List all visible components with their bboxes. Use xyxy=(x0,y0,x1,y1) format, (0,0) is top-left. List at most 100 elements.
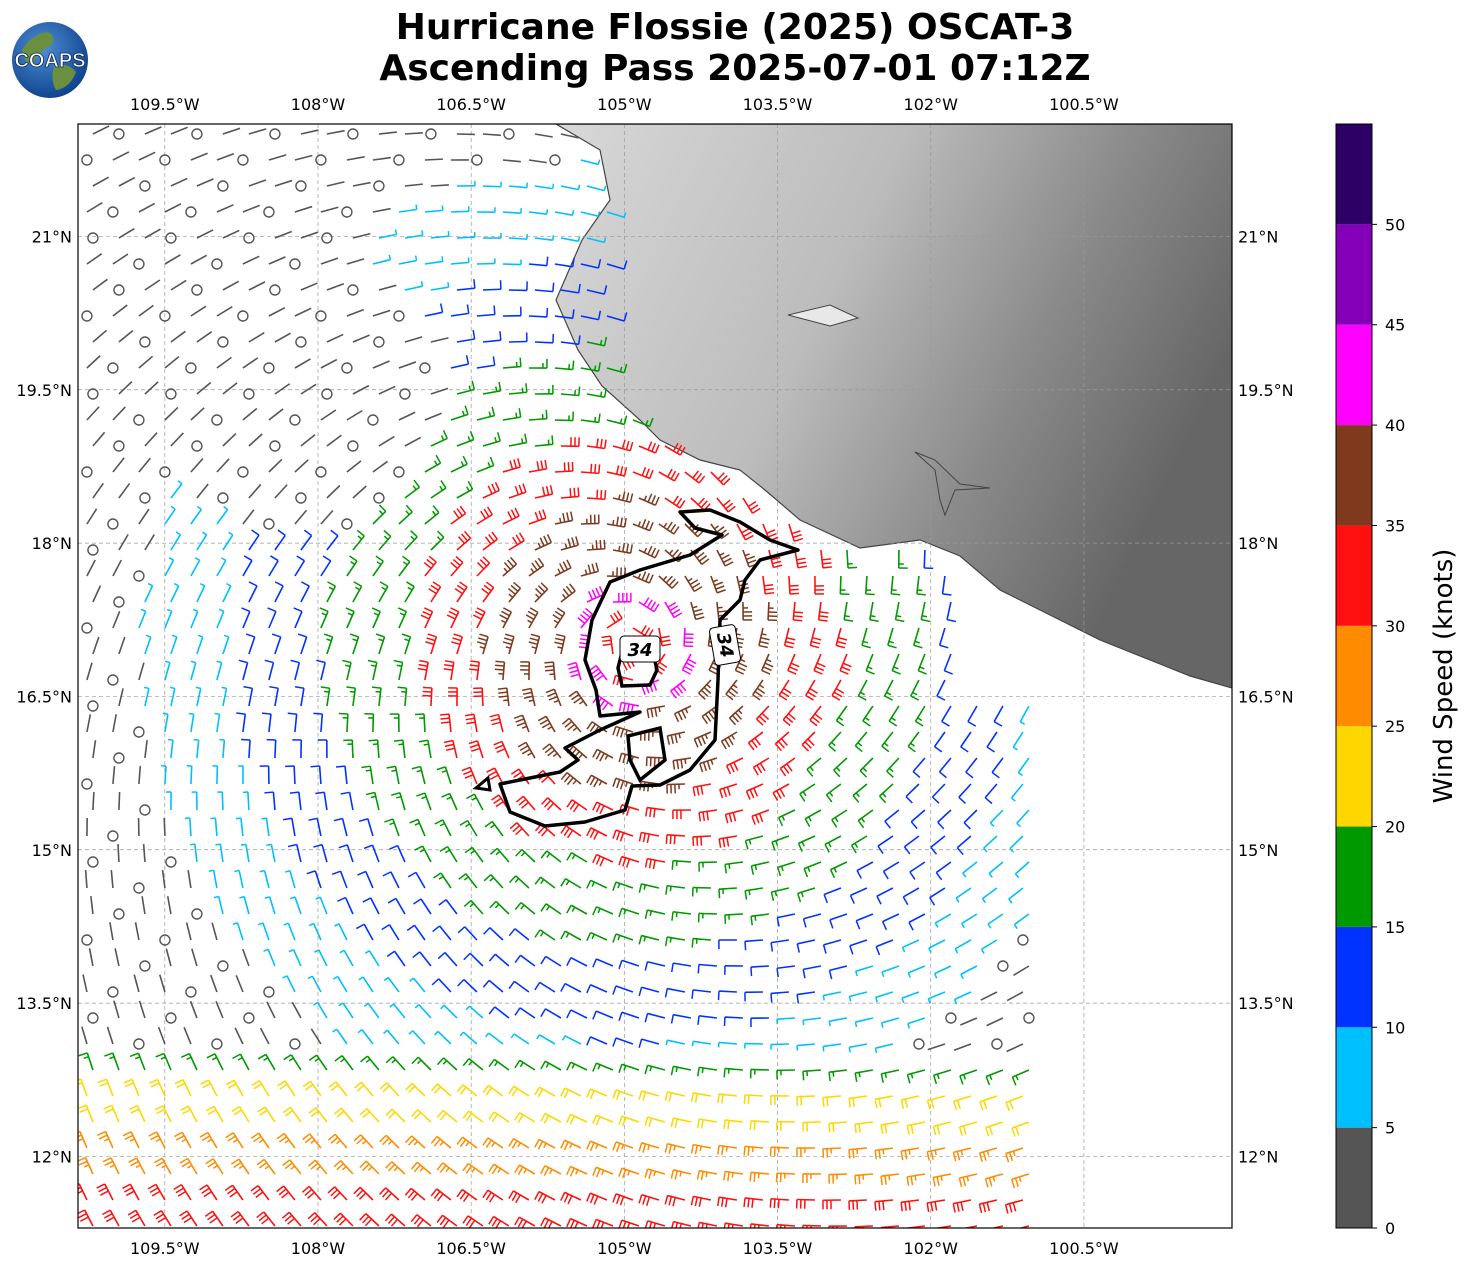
wind-barb-flag xyxy=(362,1163,370,1171)
wind-barb-flag xyxy=(204,1210,214,1218)
wind-barb-half-flag xyxy=(520,851,526,857)
wind-barb-flag xyxy=(648,1221,653,1228)
wind-barb-flag xyxy=(432,925,441,933)
wind-barb-flag xyxy=(510,584,519,592)
wind-barb-half-flag xyxy=(557,646,563,649)
wind-barb-half-flag xyxy=(129,1138,135,1142)
wind-barb-flag xyxy=(670,963,674,973)
wind-barb-half-flag xyxy=(595,1143,599,1150)
wind-barb-flag xyxy=(676,685,684,694)
wind-barb-shaft xyxy=(831,679,842,697)
wind-barb-half-flag xyxy=(883,742,889,747)
lat-tick-label-right: 13.5°N xyxy=(1238,994,1294,1013)
wind-barb-flag xyxy=(294,686,305,689)
wind-barb-shaft xyxy=(502,211,521,214)
wind-barb-half-flag xyxy=(577,236,581,242)
calm-wind-marker xyxy=(107,518,119,530)
wind-barb-flag xyxy=(508,928,516,937)
wind-barb-half-flag xyxy=(598,780,603,786)
wind-barb-shaft xyxy=(905,783,920,798)
wind-barb-flag xyxy=(690,1092,694,1102)
wind-barb-flag xyxy=(766,529,776,534)
wind-barb-shaft xyxy=(450,261,469,265)
wind-barb-half-flag xyxy=(364,950,370,955)
wind-barb-flag xyxy=(251,529,260,536)
wind-barb-flag xyxy=(874,1201,877,1211)
calm-wind-marker xyxy=(217,180,229,192)
wind-barb-shaft xyxy=(367,1002,380,1019)
wind-barb-flag xyxy=(789,592,800,595)
wind-barb-flag xyxy=(750,865,755,875)
wind-barb-half-flag xyxy=(361,1140,367,1145)
wind-barb-shaft xyxy=(797,887,816,895)
wind-barb-flag xyxy=(433,1086,442,1094)
wind-barb-shaft xyxy=(615,1193,634,1201)
wind-barb-shaft xyxy=(393,950,406,967)
wind-barb-shaft xyxy=(554,419,573,422)
wind-barb-flag xyxy=(671,1221,675,1228)
wind-barb-half-flag xyxy=(547,726,553,730)
wind-barb-shaft xyxy=(190,765,193,785)
wind-barb-flag xyxy=(230,1210,239,1218)
lat-tick-label-left: 13.5°N xyxy=(16,994,72,1013)
wind-barb-flag xyxy=(397,686,407,689)
wind-barb-flag xyxy=(207,1161,216,1168)
wind-barb-half-flag xyxy=(828,1021,831,1027)
wind-barb-flag xyxy=(646,599,653,608)
wind-barb-flag xyxy=(837,640,847,645)
wind-barb-flag xyxy=(566,829,574,839)
wind-barb-flag xyxy=(379,1187,387,1195)
wind-barb-shaft xyxy=(135,1157,146,1175)
wind-barb-shaft xyxy=(875,1043,894,1049)
wind-barb-flag xyxy=(522,687,532,692)
wind-barb-flag xyxy=(491,1218,498,1227)
wind-barb-flag xyxy=(612,1141,617,1151)
wind-barb-flag xyxy=(513,459,518,469)
wind-barb-shaft xyxy=(554,263,573,268)
wind-barb-flag xyxy=(749,1120,752,1130)
wind-barb-flag xyxy=(409,818,419,824)
wind-barb-flag xyxy=(563,462,566,472)
wind-barb-flag xyxy=(619,517,623,527)
wind-barb-flag xyxy=(586,774,592,784)
wind-barb-flag xyxy=(648,522,654,531)
wind-barb-flag xyxy=(687,658,697,665)
wind-barb-flag xyxy=(725,693,734,701)
wind-barb-shaft xyxy=(538,1138,556,1149)
wind-barb-half-flag xyxy=(987,923,992,929)
wind-barb-shaft xyxy=(1011,1173,1030,1181)
wind-barb-flag xyxy=(700,500,708,509)
wind-barb-shaft xyxy=(92,431,106,447)
wind-barb-flag xyxy=(695,473,703,482)
wind-barb-half-flag xyxy=(712,579,718,583)
wind-barb-flag xyxy=(233,1109,243,1116)
colorbar-frame xyxy=(1335,123,1373,1229)
wind-barb-flag xyxy=(379,1134,387,1143)
wind-barb-flag xyxy=(638,935,643,945)
wind-barb-flag xyxy=(541,775,549,784)
wind-barb-shaft xyxy=(92,791,95,811)
wind-barb-half-flag xyxy=(412,485,417,491)
contour-label-text: 34 xyxy=(712,631,737,659)
wind-barb-flag xyxy=(509,822,518,830)
wind-barb-shaft xyxy=(242,407,258,421)
wind-barb-half-flag xyxy=(934,922,939,928)
wind-barb-flag xyxy=(463,952,471,961)
wind-barb-half-flag xyxy=(617,883,621,889)
wind-barb-shaft xyxy=(164,508,176,525)
wind-barb-flag xyxy=(407,1190,415,1199)
lon-tick-label-bottom: 105°W xyxy=(597,1239,652,1258)
calm-wind-marker xyxy=(107,674,119,686)
wind-barb-flag xyxy=(727,736,734,746)
wind-barb-flag xyxy=(543,1219,550,1228)
wind-barb-flag xyxy=(731,1224,734,1228)
wind-barb-flag xyxy=(722,788,728,798)
wind-barb-flag xyxy=(463,899,472,907)
wind-barb-flag xyxy=(626,1222,631,1228)
wind-barb-shaft xyxy=(828,1173,847,1176)
wind-barb-shaft xyxy=(411,1082,426,1097)
wind-barb-shaft xyxy=(933,1173,952,1179)
wind-barb-flag xyxy=(440,480,447,489)
wind-barb-shaft xyxy=(606,471,625,477)
wind-barb-shaft xyxy=(166,896,172,915)
